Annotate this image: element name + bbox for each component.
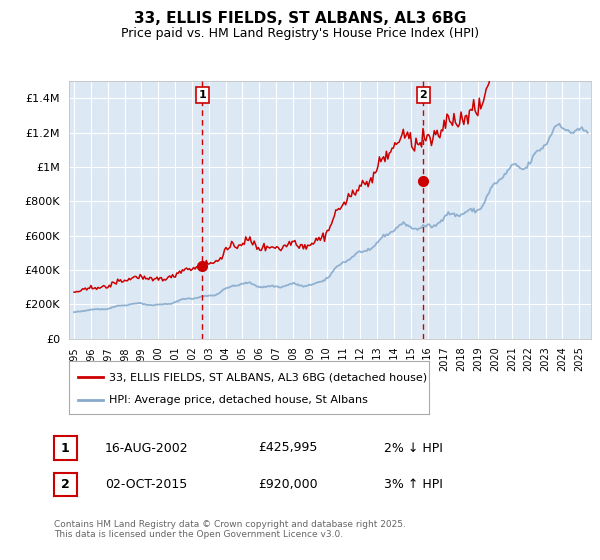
Text: Price paid vs. HM Land Registry's House Price Index (HPI): Price paid vs. HM Land Registry's House … (121, 27, 479, 40)
Text: 33, ELLIS FIELDS, ST ALBANS, AL3 6BG: 33, ELLIS FIELDS, ST ALBANS, AL3 6BG (134, 11, 466, 26)
Text: 33, ELLIS FIELDS, ST ALBANS, AL3 6BG (detached house): 33, ELLIS FIELDS, ST ALBANS, AL3 6BG (de… (109, 372, 427, 382)
Text: 02-OCT-2015: 02-OCT-2015 (105, 478, 187, 491)
Text: 2: 2 (61, 478, 70, 491)
Text: 2: 2 (419, 90, 427, 100)
Text: 1: 1 (199, 90, 206, 100)
Text: £425,995: £425,995 (258, 441, 317, 455)
Text: 2% ↓ HPI: 2% ↓ HPI (384, 441, 443, 455)
Text: 16-AUG-2002: 16-AUG-2002 (105, 441, 188, 455)
Text: Contains HM Land Registry data © Crown copyright and database right 2025.
This d: Contains HM Land Registry data © Crown c… (54, 520, 406, 539)
Text: 1: 1 (61, 441, 70, 455)
Text: 3% ↑ HPI: 3% ↑ HPI (384, 478, 443, 491)
Text: HPI: Average price, detached house, St Albans: HPI: Average price, detached house, St A… (109, 394, 367, 404)
Text: £920,000: £920,000 (258, 478, 317, 491)
